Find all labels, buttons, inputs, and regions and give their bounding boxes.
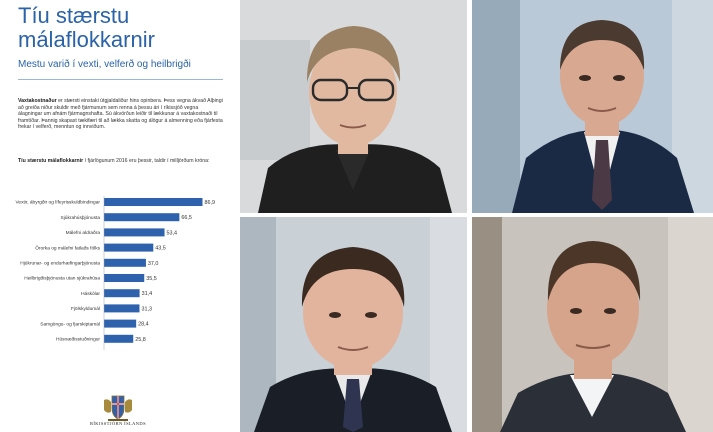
bar-category-label: Hjúkrunar- og endurhæfingarþjónusta [20,261,100,267]
coat-of-arms-icon [104,395,132,421]
bar [104,198,203,206]
bar [104,258,146,267]
bar-value-label: 31,3 [141,306,152,312]
bar [104,304,140,313]
intro-paragraph: Vaxtakostnaður er stærsti einstaki útgja… [18,98,223,131]
chart-intro-lead: Tíu stærstu málaflokkarnir [18,158,84,164]
intro-lead: Vaxtakostnaður [18,98,57,104]
bar-category-label: Samgöngu- og fjarskiptamál [40,321,100,327]
portrait-photo-3 [240,217,467,432]
bar-value-label: 37,0 [148,261,159,267]
document-title-line-1: Tíu stærstu [18,3,130,28]
bar [104,228,165,237]
intro-text: er stærsti einstaki útgjaldaliður hins o… [18,98,223,131]
bar-value-label: 35,5 [146,276,157,282]
bar [104,243,154,252]
bar-category-label: Háskólar [81,291,100,297]
bar-category-label: Húsnæðisstuðningur [56,336,100,343]
bar-category-label: Örorka og málefni fatlaðs fólks [35,244,100,251]
bar-value-label: 31,4 [142,291,153,297]
bar-category-label: Heilbrigðisþjónusta utan sjúkrahúsa [24,275,100,282]
bar-category-label: Sjúkrahúsþjónusta [61,215,101,221]
bar-value-label: 53,4 [167,230,178,236]
bar-value-label: 28,4 [138,322,149,328]
portrait-man-open-collar-icon [472,217,713,432]
bar [104,319,137,328]
chart-intro-text: í fjárlögunum 2016 eru þessir, taldir í … [83,158,210,164]
chart-intro-paragraph: Tíu stærstu málaflokkarnir í fjárlögunum… [18,158,223,165]
bar [104,289,140,298]
bar-value-label: 25,8 [135,337,146,343]
document-title: Tíu stærstu málaflokkarnir [18,4,233,52]
title-divider [18,79,223,80]
portrait-photo-2 [472,0,713,213]
portrait-photo-1 [240,0,467,213]
portrait-man-suit-tie-icon [240,217,467,432]
bar-value-label: 43,5 [155,246,166,252]
bar [104,213,180,222]
portrait-photo-4 [472,217,713,432]
portrait-man-suit-icon [472,0,713,213]
bar-category-label: Vextir, ábyrgðir og lífeyrisskuldbinding… [15,199,100,206]
bar-category-label: Málefni aldraðra [66,229,101,236]
document-title-line-2: málaflokkarnir [18,27,155,52]
document-subtitle: Mestu varið í vexti, velferð og heilbrig… [18,59,191,70]
bar [104,274,145,282]
portrait-man-glasses-icon [240,0,467,213]
bar-value-label: 86,9 [204,200,215,206]
government-footer: RÍKISSTJÓRN ÍSLANDS [90,421,146,426]
bar [104,334,134,343]
bar-value-label: 66,5 [181,215,192,221]
bar-category-label: Fjölskyldumál [71,306,100,312]
budget-document-page: Tíu stærstu málaflokkarnir Mestu varið í… [0,0,236,432]
budget-bar-chart: Vextir, ábyrgðir og lífeyrisskuldbinding… [15,196,215,350]
